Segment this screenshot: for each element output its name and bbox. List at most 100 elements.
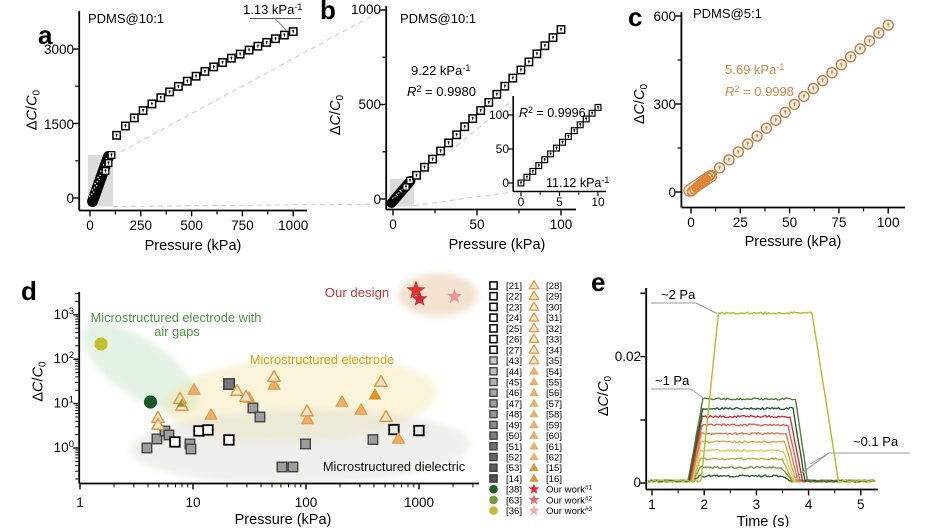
svg-text:50: 50	[782, 215, 797, 230]
svg-text:750: 750	[231, 218, 254, 233]
svg-text:500: 500	[180, 218, 203, 233]
svg-text:250: 250	[130, 218, 153, 233]
svg-text:50: 50	[496, 142, 510, 156]
svg-text:0: 0	[668, 185, 676, 200]
svg-text:[22]: [22]	[506, 292, 522, 303]
svg-text:[50]: [50]	[506, 431, 522, 442]
svg-text:0: 0	[389, 217, 397, 232]
svg-text:PDMS@10:1: PDMS@10:1	[400, 11, 476, 26]
svg-text:75: 75	[831, 215, 846, 230]
svg-text:[30]: [30]	[546, 302, 562, 313]
svg-text:3000: 3000	[44, 42, 74, 57]
svg-text:[63]: [63]	[506, 495, 522, 506]
svg-text:Pressure (kPa): Pressure (kPa)	[145, 238, 242, 254]
svg-text:[16]: [16]	[546, 474, 562, 485]
svg-text:[32]: [32]	[546, 324, 562, 335]
svg-text:0: 0	[633, 475, 641, 490]
svg-text:1500: 1500	[44, 117, 74, 132]
svg-text:ΔC/C0: ΔC/C0	[328, 94, 346, 135]
svg-text:~1 Pa: ~1 Pa	[655, 373, 690, 388]
svg-text:4: 4	[805, 497, 813, 512]
svg-text:e: e	[591, 267, 605, 297]
svg-text:[48]: [48]	[506, 410, 522, 421]
svg-text:R2 = 0.9980: R2 = 0.9980	[407, 84, 476, 99]
svg-text:d: d	[21, 276, 37, 306]
svg-text:[23]: [23]	[506, 302, 522, 313]
svg-text:~0.1 Pa: ~0.1 Pa	[853, 434, 899, 449]
svg-text:[60]: [60]	[546, 431, 562, 442]
svg-text:ΔC/C0: ΔC/C0	[596, 375, 614, 416]
svg-text:[28]: [28]	[546, 281, 562, 292]
svg-text:[35]: [35]	[546, 356, 562, 367]
svg-text:[14]: [14]	[506, 474, 522, 485]
svg-text:[44]: [44]	[506, 367, 522, 378]
svg-text:1000: 1000	[351, 2, 381, 17]
svg-text:1: 1	[648, 497, 656, 512]
svg-text:25: 25	[733, 215, 748, 230]
svg-text:ΔC/C0: ΔC/C0	[31, 361, 49, 402]
svg-text:0: 0	[66, 191, 74, 206]
svg-text:[56]: [56]	[546, 388, 562, 399]
svg-text:50: 50	[469, 217, 484, 232]
svg-text:0: 0	[518, 195, 525, 209]
svg-text:Our work#3: Our work#3	[546, 506, 593, 517]
svg-text:Our design: Our design	[325, 285, 390, 300]
svg-text:5: 5	[857, 497, 865, 512]
svg-text:[55]: [55]	[546, 378, 562, 389]
svg-text:0: 0	[687, 215, 695, 230]
svg-text:[34]: [34]	[546, 345, 562, 356]
svg-text:[59]: [59]	[546, 420, 562, 431]
svg-text:ΔC/C0: ΔC/C0	[25, 89, 43, 130]
svg-text:[43]: [43]	[506, 356, 522, 367]
svg-text:[15]: [15]	[546, 463, 562, 474]
svg-text:PDMS@10:1: PDMS@10:1	[88, 11, 164, 26]
svg-text:Our work#2: Our work#2	[546, 495, 593, 506]
svg-text:3: 3	[753, 497, 761, 512]
svg-text:Pressure (kPa): Pressure (kPa)	[745, 234, 842, 250]
svg-text:0.02: 0.02	[615, 349, 641, 364]
svg-text:[27]: [27]	[506, 345, 522, 356]
svg-text:Pressure (kPa): Pressure (kPa)	[235, 512, 332, 527]
svg-text:[52]: [52]	[506, 453, 522, 464]
svg-text:0: 0	[86, 218, 94, 233]
svg-text:5.69 kPa-1: 5.69 kPa-1	[725, 62, 784, 77]
svg-text:9.22 kPa-1: 9.22 kPa-1	[411, 63, 470, 78]
svg-text:10: 10	[185, 495, 200, 510]
svg-text:[31]: [31]	[546, 313, 562, 324]
svg-text:100: 100	[295, 495, 318, 510]
svg-text:11.12 kPa-1: 11.12 kPa-1	[546, 175, 609, 190]
svg-text:10: 10	[591, 195, 605, 209]
svg-text:a: a	[38, 20, 53, 50]
svg-text:500: 500	[358, 97, 381, 112]
svg-text:300: 300	[653, 97, 676, 112]
svg-text:Time (s): Time (s)	[737, 514, 790, 527]
svg-text:[53]: [53]	[506, 463, 522, 474]
svg-text:R2 = 0.9996: R2 = 0.9996	[519, 105, 586, 120]
svg-text:100: 100	[877, 215, 900, 230]
svg-text:ΔC/C0: ΔC/C0	[632, 83, 650, 124]
svg-text:600: 600	[653, 9, 676, 24]
svg-text:0: 0	[373, 192, 381, 207]
svg-text:0: 0	[502, 176, 509, 190]
svg-text:c: c	[628, 2, 642, 32]
svg-text:b: b	[320, 0, 336, 25]
svg-text:air gaps: air gaps	[154, 324, 200, 339]
svg-text:Microstructured electrode: Microstructured electrode	[250, 352, 394, 367]
svg-text:1000: 1000	[404, 495, 434, 510]
svg-text:[58]: [58]	[546, 410, 562, 421]
svg-text:[38]: [38]	[506, 485, 522, 496]
svg-text:[25]: [25]	[506, 324, 522, 335]
svg-text:[54]: [54]	[546, 367, 562, 378]
svg-text:Microstructured dielectric: Microstructured dielectric	[323, 459, 466, 474]
svg-text:5: 5	[556, 195, 563, 209]
svg-text:~2 Pa: ~2 Pa	[661, 287, 696, 302]
svg-text:[33]: [33]	[546, 335, 562, 346]
svg-text:[61]: [61]	[546, 442, 562, 453]
svg-text:Microstructured electrode with: Microstructured electrode with	[91, 310, 262, 325]
svg-text:100: 100	[489, 108, 509, 122]
svg-text:[36]: [36]	[506, 506, 522, 517]
svg-text:PDMS@5:1: PDMS@5:1	[693, 6, 762, 21]
svg-text:[51]: [51]	[506, 442, 522, 453]
svg-text:100: 100	[550, 217, 573, 232]
svg-text:[26]: [26]	[506, 335, 522, 346]
